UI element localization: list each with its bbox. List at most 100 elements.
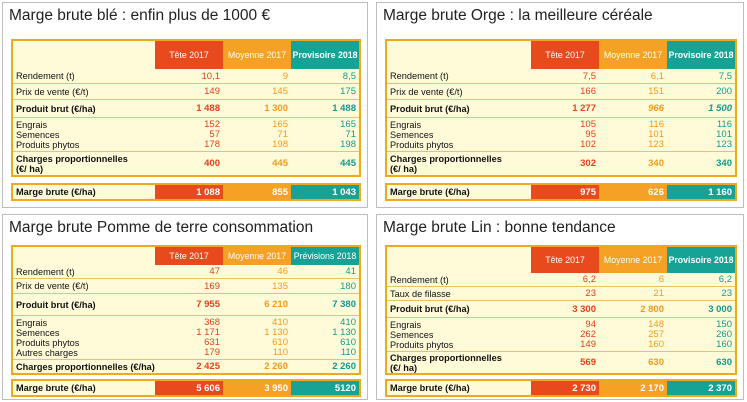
cell-value: 1 488 <box>196 103 220 114</box>
panel-orge: Marge brute Orge : la meilleure céréale … <box>376 2 744 208</box>
cell-value: 23 <box>585 288 596 299</box>
header-provisoire: Provisoire 2018 <box>291 41 359 69</box>
margin-table: Tête 2017 Moyenne 2017 Provisoire 2018 R… <box>385 39 737 177</box>
margin-table: Tête 2017 Moyenne 2017 Provisoire 2018 R… <box>385 245 737 375</box>
cell-value: 2 730 <box>531 381 599 395</box>
cell-value: 1 488 <box>332 103 356 114</box>
cell-value: 2 425 <box>196 361 220 372</box>
cell-value: 2 800 <box>640 303 664 315</box>
row-produit: Produit brut (€/ha) 1 488 1 300 1 488 <box>13 99 359 117</box>
cell-value: 41 <box>345 266 356 277</box>
cell-value: 135 <box>272 280 288 292</box>
panel-title: Marge brute Orge : la meilleure céréale <box>383 7 653 24</box>
cell-value: 9 <box>282 70 288 82</box>
cell-value: 7 380 <box>332 299 356 310</box>
cell-value: 630 <box>648 357 664 368</box>
cell-value: 3 300 <box>572 303 596 315</box>
panel-title: Marge brute blé : enfin plus de 1000 € <box>9 7 271 24</box>
cell-value: 2 260 <box>332 361 356 372</box>
cell-value: 149 <box>204 86 220 97</box>
cell-value: 7,5 <box>582 70 596 82</box>
cell-value: 1 160 <box>667 185 735 199</box>
row-produit: Produit brut (€/ha) 3 300 2 800 3 000 <box>387 300 735 317</box>
header-moyenne: Moyenne 2017 <box>599 247 667 273</box>
cell-value: 1 043 <box>291 185 359 199</box>
cell-value: 6 <box>658 274 664 285</box>
cell-value: 855 <box>223 185 291 199</box>
panel-lin: Marge brute Lin : bonne tendance Tête 20… <box>376 214 744 400</box>
cell-value: 7,5 <box>718 70 732 82</box>
cell-value: 21 <box>653 288 664 299</box>
row-charges: Charges proportionnelles (€/ ha) 302 340… <box>387 151 735 175</box>
cell-value: 151 <box>648 86 664 97</box>
header-tete: Tête 2017 <box>531 41 599 69</box>
cell-value: 200 <box>716 86 732 97</box>
panel-title: Marge brute Pomme de terre consommation <box>9 219 314 236</box>
row-rendement: Rendement (t) 6,2 6 6,2 <box>387 273 735 286</box>
cell-value: 10,1 <box>201 70 221 82</box>
cell-value: 630 <box>716 357 732 368</box>
row-charges: Charges proportionnelles (€/ ha) 400 445… <box>13 151 359 175</box>
cell-value: 966 <box>648 103 664 114</box>
cell-value: 1 300 <box>264 103 288 114</box>
cell-value: 1 088 <box>155 185 223 199</box>
row-marge: Marge brute (€/ha) 1 088 855 1 043 <box>11 183 361 201</box>
row-prix: Prix de vente (€/t) 169 135 180 <box>13 278 359 293</box>
cell-value: 340 <box>716 158 732 169</box>
row-marge: Marge brute (€/ha) 5 606 3 950 5120 <box>11 379 361 397</box>
row-rendement: Rendement (t) 10,1 9 8,5 <box>13 69 359 83</box>
row-prix: Prix de vente (€/t) 166 151 200 <box>387 83 735 99</box>
row-rendement: Rendement (t) 7,5 6,1 7,5 <box>387 69 735 83</box>
cell-value: 975 <box>531 185 599 199</box>
row-produit: Produit brut (€/ha) 1 277 966 1 500 <box>387 99 735 117</box>
cell-value: 400 <box>204 158 220 169</box>
header-previsions: Prévisions 2018 <box>291 247 359 265</box>
cell-value: 2 370 <box>667 381 735 395</box>
panel-ble: Marge brute blé : enfin plus de 1000 € T… <box>2 2 368 208</box>
cell-value: 175 <box>340 86 356 97</box>
row-inputs: Engrais Semences Produits phytos 105 95 … <box>387 117 735 151</box>
cell-value: 1 277 <box>572 103 596 114</box>
row-taux-filasse: Taux de filasse 23 21 23 <box>387 286 735 300</box>
row-rendement: Rendement (t) 47 46 41 <box>13 265 359 278</box>
cell-value: 569 <box>580 357 596 368</box>
cell-value: 47 <box>209 266 220 277</box>
panel-title: Marge brute Lin : bonne tendance <box>383 219 616 236</box>
margin-table: Tête 2017 Moyenne 2017 Provisoire 2018 R… <box>11 39 361 177</box>
row-marge: Marge brute (€/ha) 2 730 2 170 2 370 <box>385 379 737 397</box>
row-produit: Produit brut (€/ha) 7 955 6 210 7 380 <box>13 293 359 315</box>
cell-value: 5 606 <box>155 381 223 395</box>
cell-value: 145 <box>272 86 288 97</box>
cell-value: 6 210 <box>264 299 288 310</box>
header-tete: Tête 2017 <box>155 41 223 69</box>
cell-value: 23 <box>721 288 732 299</box>
cell-value: 340 <box>648 158 664 169</box>
cell-value: 445 <box>272 158 288 169</box>
cell-value: 180 <box>340 280 356 292</box>
cell-value: 166 <box>580 86 596 97</box>
header-moyenne: Moyenne 2017 <box>599 41 667 69</box>
header-tete: Tête 2017 <box>531 247 599 273</box>
cell-value: 302 <box>580 158 596 169</box>
row-marge: Marge brute (€/ha) 975 626 1 160 <box>385 183 737 201</box>
cell-value: 46 <box>277 266 288 277</box>
row-inputs: Engrais Semences Produits phytos Autres … <box>13 315 359 359</box>
row-charges: Charges proportionnelles (€/ha) 2 425 2 … <box>13 359 359 373</box>
header-provisoire: Provisoire 2018 <box>667 41 735 69</box>
header-tete: Tête 2017 <box>155 247 223 265</box>
cell-value: 2 260 <box>264 361 288 372</box>
row-inputs: Engrais Semences Produits phytos 94 262 … <box>387 317 735 351</box>
cell-value: 1 500 <box>708 103 732 114</box>
cell-value: 169 <box>204 280 220 292</box>
cell-value: 445 <box>340 158 356 169</box>
cell-value: 6,1 <box>650 70 664 82</box>
cell-value: 7 955 <box>196 299 220 310</box>
margin-table: Tête 2017 Moyenne 2017 Prévisions 2018 R… <box>11 245 361 375</box>
panel-pomme-de-terre: Marge brute Pomme de terre consommation … <box>2 214 368 400</box>
cell-value: 3 950 <box>223 381 291 395</box>
row-charges: Charges proportionnelles (€/ ha) 569 630… <box>387 351 735 373</box>
header-moyenne: Moyenne 2017 <box>223 41 291 69</box>
row-prix: Prix de vente (€/t) 149 145 175 <box>13 83 359 99</box>
row-inputs: Engrais Semences Produits phytos 152 57 … <box>13 117 359 151</box>
header-moyenne: Moyenne 2017 <box>223 247 291 265</box>
